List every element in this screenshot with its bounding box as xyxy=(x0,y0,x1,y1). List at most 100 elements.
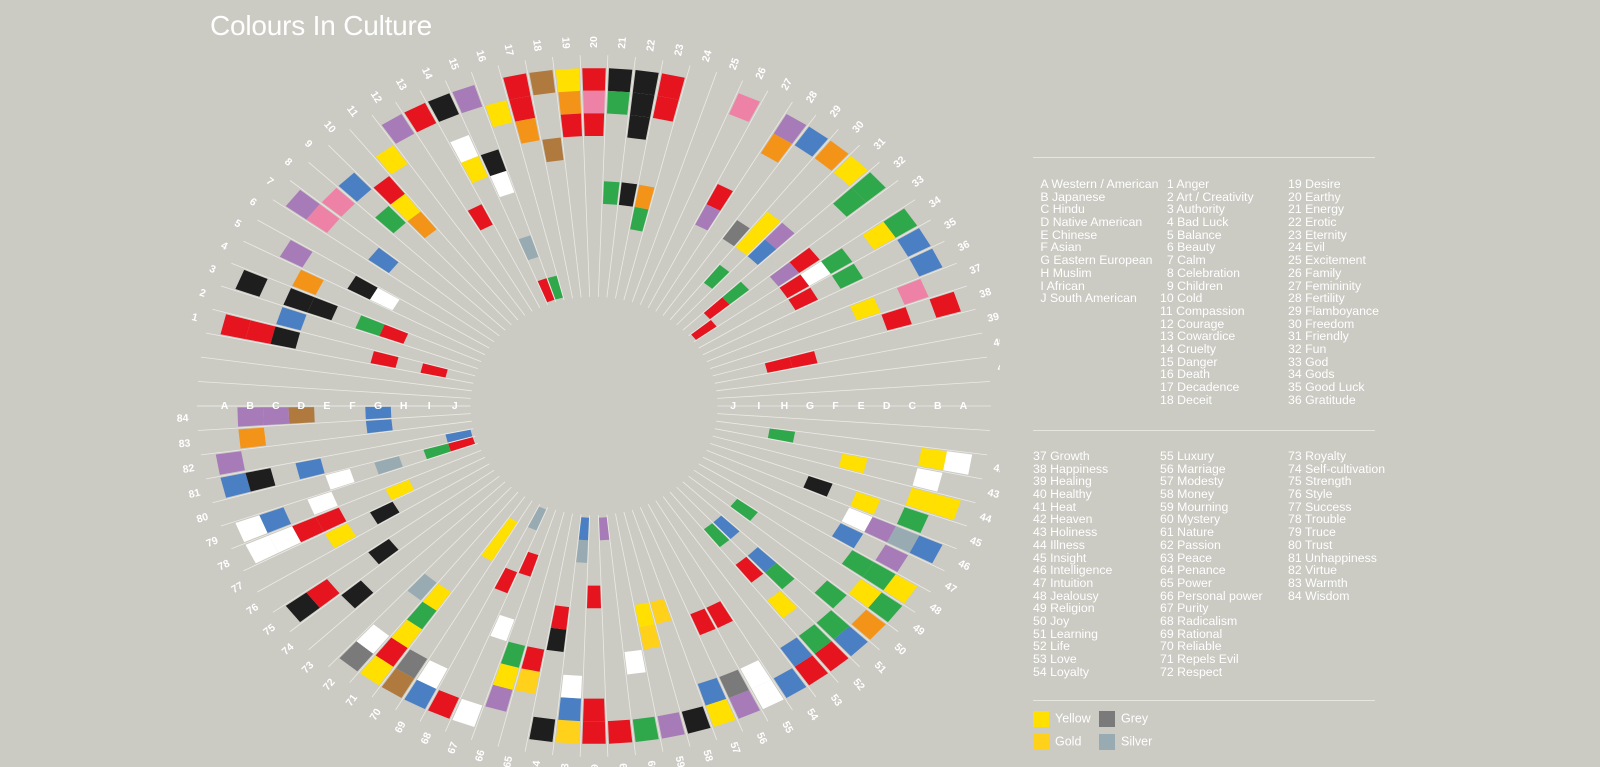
meaning-legend-item: 73 Royalty xyxy=(1288,449,1347,463)
data-cell xyxy=(883,574,918,604)
sector-label: 34 xyxy=(927,194,944,211)
sector-label: 59 xyxy=(673,755,687,767)
data-cell xyxy=(794,126,828,157)
meaning-legend-item: 34 Gods xyxy=(1288,367,1335,382)
sector-divider xyxy=(395,101,533,312)
sector-divider xyxy=(349,129,519,321)
sector-divider xyxy=(272,199,495,343)
data-cell xyxy=(417,660,448,689)
sector-divider xyxy=(716,356,988,392)
data-cell xyxy=(779,274,810,299)
colour-swatch xyxy=(1099,711,1115,727)
meaning-legend-item: 1 Anger xyxy=(1160,177,1210,191)
meaning-legend-item: 36 Gratitude xyxy=(1288,392,1356,407)
ring-label: E xyxy=(323,400,330,412)
data-cell xyxy=(583,113,605,136)
data-cell xyxy=(713,515,740,539)
data-cell xyxy=(816,610,850,640)
data-cell xyxy=(740,660,771,689)
meaning-legend-item: 12 Courage xyxy=(1160,316,1225,331)
data-cell xyxy=(404,102,437,133)
data-cell xyxy=(735,229,764,256)
data-cell xyxy=(848,579,882,608)
data-cell xyxy=(285,592,320,623)
culture-legend: A Western / American B Japanese C Hindu … xyxy=(1037,178,1158,305)
sector-label: 25 xyxy=(727,56,742,71)
data-cell xyxy=(529,716,556,742)
sector-label: 17 xyxy=(502,43,516,57)
ring-label: J xyxy=(730,400,736,412)
meaning-legend-item: 49 Religion xyxy=(1033,601,1095,616)
colour-swatch xyxy=(1033,734,1049,750)
meaning-legend-item: 52 Life xyxy=(1033,639,1070,654)
data-cell xyxy=(490,170,515,198)
data-cell xyxy=(452,85,483,114)
data-cell xyxy=(632,70,659,96)
meaning-legend-item: 23 Eternity xyxy=(1288,227,1347,242)
sector-divider xyxy=(647,503,769,722)
sector-divider xyxy=(419,503,541,722)
data-cell xyxy=(862,562,896,591)
data-cell xyxy=(722,220,750,247)
colour-swatch xyxy=(1033,711,1049,727)
data-cell xyxy=(245,535,279,564)
meaning-legend-item: 19 Desire xyxy=(1288,177,1341,191)
sector-label: 4 xyxy=(219,240,230,253)
data-cell xyxy=(283,288,315,313)
sector-label: 75 xyxy=(261,622,278,639)
colour-key-item: Yellow xyxy=(1033,711,1091,727)
ring-label: A xyxy=(221,400,229,412)
data-cell xyxy=(821,248,853,274)
sector-label: 20 xyxy=(588,36,600,48)
sector-divider xyxy=(308,161,506,331)
meaning-legend-item: 48 Jealousy xyxy=(1033,588,1099,603)
sector-label: 16 xyxy=(473,49,488,64)
sector-label: 50 xyxy=(892,641,909,658)
data-cell xyxy=(722,281,750,305)
data-cell xyxy=(370,287,400,311)
data-cell xyxy=(494,567,518,594)
data-cell xyxy=(814,580,847,609)
data-cell xyxy=(897,228,931,257)
data-cell xyxy=(370,501,400,525)
sector-label: 61 xyxy=(617,763,630,767)
data-cell xyxy=(851,172,886,203)
sector-label: 11 xyxy=(344,103,360,119)
sector-label: 84 xyxy=(177,412,189,424)
data-cell xyxy=(509,95,536,122)
meaning-legend-item: 15 Danger xyxy=(1160,354,1218,369)
ring-label: A xyxy=(960,400,968,412)
sector-label: 41 xyxy=(997,361,1000,374)
data-cell xyxy=(764,357,793,373)
culture-legend-item: B Japanese xyxy=(1037,189,1106,204)
sector-label: 54 xyxy=(804,706,820,722)
data-cell xyxy=(850,491,881,515)
sector-label: 63 xyxy=(559,763,572,767)
sector-label: 83 xyxy=(178,437,191,450)
data-cell xyxy=(518,551,539,577)
meaning-legend-item: 16 Death xyxy=(1160,367,1210,382)
data-cell xyxy=(555,719,580,744)
sector-label: 80 xyxy=(195,511,210,526)
meaning-legend-item: 20 Earthy xyxy=(1288,189,1341,204)
data-cell xyxy=(263,407,290,426)
meaning-legend-item: 43 Holiness xyxy=(1033,525,1098,540)
sector-divider xyxy=(639,80,744,305)
data-cell xyxy=(630,206,649,232)
sector-divider xyxy=(198,413,471,431)
data-cell xyxy=(691,320,717,340)
divider xyxy=(1033,430,1375,431)
data-cell xyxy=(276,307,307,331)
data-cell xyxy=(800,261,831,286)
sector-divider xyxy=(552,514,582,756)
sector-divider xyxy=(257,219,490,349)
data-cell xyxy=(875,544,909,572)
meaning-legend-item: 65 Power xyxy=(1160,575,1212,590)
sector-label: 69 xyxy=(393,719,409,735)
data-cell xyxy=(295,458,325,480)
sector-label: 71 xyxy=(344,692,361,709)
sector-label: 76 xyxy=(244,601,261,618)
ring-label: I xyxy=(757,400,760,412)
sector-divider xyxy=(676,144,860,326)
data-cell xyxy=(814,140,849,171)
